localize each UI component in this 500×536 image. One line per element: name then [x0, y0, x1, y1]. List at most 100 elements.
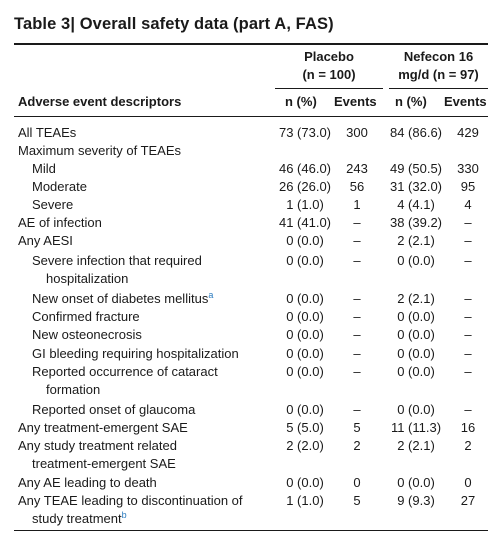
placebo-n-cell: 0 (0.0)	[286, 402, 324, 417]
nefecon-events-cell: 330	[457, 161, 479, 176]
row-label: Any AE leading to death	[18, 475, 157, 490]
placebo-n-cell: 0 (0.0)	[286, 364, 324, 379]
header-rule	[14, 116, 488, 117]
col-header-n-nefecon: n (%)	[395, 94, 427, 109]
placebo-events-cell: 5	[353, 420, 361, 435]
col-header-descriptor: Adverse event descriptors	[18, 94, 182, 109]
row-label: Any study treatment related	[18, 438, 177, 453]
row-label: New onset of diabetes mellitusa	[32, 290, 213, 307]
placebo-events-cell: 300	[346, 125, 368, 140]
nefecon-n-cell: 2 (2.1)	[397, 291, 435, 306]
placebo-n-cell: 46 (46.0)	[278, 161, 332, 176]
nefecon-events-cell: 0	[464, 475, 472, 490]
row-label: Any AESI	[18, 233, 73, 248]
nefecon-events-cell: –	[464, 327, 472, 342]
row-label: Severe	[32, 197, 74, 212]
nefecon-n-cell: 0 (0.0)	[397, 309, 435, 324]
placebo-events-cell: –	[353, 233, 361, 248]
row-label: Confirmed fracture	[32, 309, 140, 324]
nefecon-events-cell: –	[464, 233, 472, 248]
placebo-n-cell: 0 (0.0)	[286, 291, 324, 306]
nefecon-events-cell: –	[464, 215, 472, 230]
nefecon-n-cell: 4 (4.1)	[397, 197, 435, 212]
placebo-group-header: Placebo (n = 100)	[275, 48, 383, 84]
placebo-events-cell: 56	[349, 179, 365, 194]
placebo-events-cell: –	[353, 346, 361, 361]
placebo-events-cell: –	[353, 253, 361, 268]
nefecon-n-cell: 0 (0.0)	[397, 327, 435, 342]
nefecon-group-rule	[389, 88, 488, 89]
nefecon-header-line2: mg/d (n = 97)	[398, 67, 479, 82]
placebo-n-cell: 2 (2.0)	[286, 438, 324, 453]
row-label: AE of infection	[18, 215, 102, 230]
col-header-n-placebo: n (%)	[285, 94, 317, 109]
placebo-n-cell: 0 (0.0)	[286, 475, 324, 490]
nefecon-n-cell: 0 (0.0)	[397, 253, 435, 268]
placebo-events-cell: 2	[353, 438, 361, 453]
row-label: Any treatment-emergent SAE	[18, 420, 188, 435]
row-label-text: New onset of diabetes mellitus	[32, 291, 209, 306]
nefecon-n-cell: 0 (0.0)	[397, 364, 435, 379]
nefecon-events-cell: –	[464, 402, 472, 417]
nefecon-events-cell: 2	[464, 438, 472, 453]
row-label-continued: formation	[46, 382, 101, 397]
placebo-events-cell: –	[353, 291, 361, 306]
placebo-events-cell: 0	[353, 475, 361, 490]
row-label: Reported onset of glaucoma	[32, 402, 196, 417]
placebo-n-cell: 0 (0.0)	[286, 233, 324, 248]
row-label-continued: hospitalization	[46, 271, 129, 286]
placebo-events-cell: –	[353, 402, 361, 417]
placebo-n-cell: 5 (5.0)	[286, 420, 324, 435]
nefecon-events-cell: –	[464, 291, 472, 306]
placebo-n-cell: 26 (26.0)	[278, 179, 332, 194]
nefecon-n-cell: 2 (2.1)	[397, 438, 435, 453]
placebo-n-cell: 41 (41.0)	[278, 215, 332, 230]
row-label: Maximum severity of TEAEs	[18, 143, 182, 158]
nefecon-events-cell: 27	[460, 493, 476, 508]
row-label: All TEAEs	[18, 125, 77, 140]
placebo-n-cell: 0 (0.0)	[286, 327, 324, 342]
placebo-header-line1: Placebo	[304, 49, 354, 64]
placebo-n-cell: 0 (0.0)	[286, 309, 324, 324]
col-header-events-placebo: Events	[334, 94, 377, 109]
top-rule	[14, 43, 488, 45]
nefecon-n-cell: 49 (50.5)	[389, 161, 443, 176]
row-label-continued: treatment-emergent SAE	[32, 456, 176, 471]
nefecon-n-cell: 31 (32.0)	[389, 179, 443, 194]
row-label: New osteonecrosis	[32, 327, 142, 342]
placebo-events-cell: 243	[346, 161, 368, 176]
nefecon-events-cell: 95	[460, 179, 476, 194]
placebo-events-cell: 1	[353, 197, 361, 212]
row-label: Moderate	[32, 179, 87, 194]
placebo-n-cell: 0 (0.0)	[286, 253, 324, 268]
placebo-n-cell: 73 (73.0)	[278, 125, 332, 140]
nefecon-events-cell: –	[464, 309, 472, 324]
bottom-rule	[14, 530, 488, 531]
placebo-group-rule	[275, 88, 383, 89]
placebo-n-cell: 1 (1.0)	[286, 493, 324, 508]
placebo-header-line2: (n = 100)	[302, 67, 356, 82]
col-header-events-nefecon: Events	[444, 94, 487, 109]
row-label-continued-text: study treatment	[32, 511, 122, 526]
nefecon-group-header: Nefecon 16 mg/d (n = 97)	[389, 48, 488, 84]
row-label-continued: study treatmentb	[32, 510, 127, 527]
nefecon-n-cell: 0 (0.0)	[397, 346, 435, 361]
placebo-events-cell: 5	[353, 493, 361, 508]
row-label: Reported occurrence of cataract	[32, 364, 218, 379]
nefecon-events-cell: –	[464, 346, 472, 361]
placebo-n-cell: 0 (0.0)	[286, 346, 324, 361]
nefecon-n-cell: 9 (9.3)	[397, 493, 435, 508]
placebo-n-cell: 1 (1.0)	[286, 197, 324, 212]
nefecon-events-cell: 429	[457, 125, 479, 140]
nefecon-n-cell: 0 (0.0)	[397, 475, 435, 490]
table-title: Table 3| Overall safety data (part A, FA…	[14, 15, 334, 33]
nefecon-n-cell: 0 (0.0)	[397, 402, 435, 417]
placebo-events-cell: –	[353, 364, 361, 379]
nefecon-n-cell: 2 (2.1)	[397, 233, 435, 248]
placebo-events-cell: –	[353, 215, 361, 230]
footnote-marker-a: a	[208, 290, 214, 300]
placebo-events-cell: –	[353, 327, 361, 342]
nefecon-header-line1: Nefecon 16	[403, 49, 474, 64]
row-label: Any TEAE leading to discontinuation of	[18, 493, 243, 508]
